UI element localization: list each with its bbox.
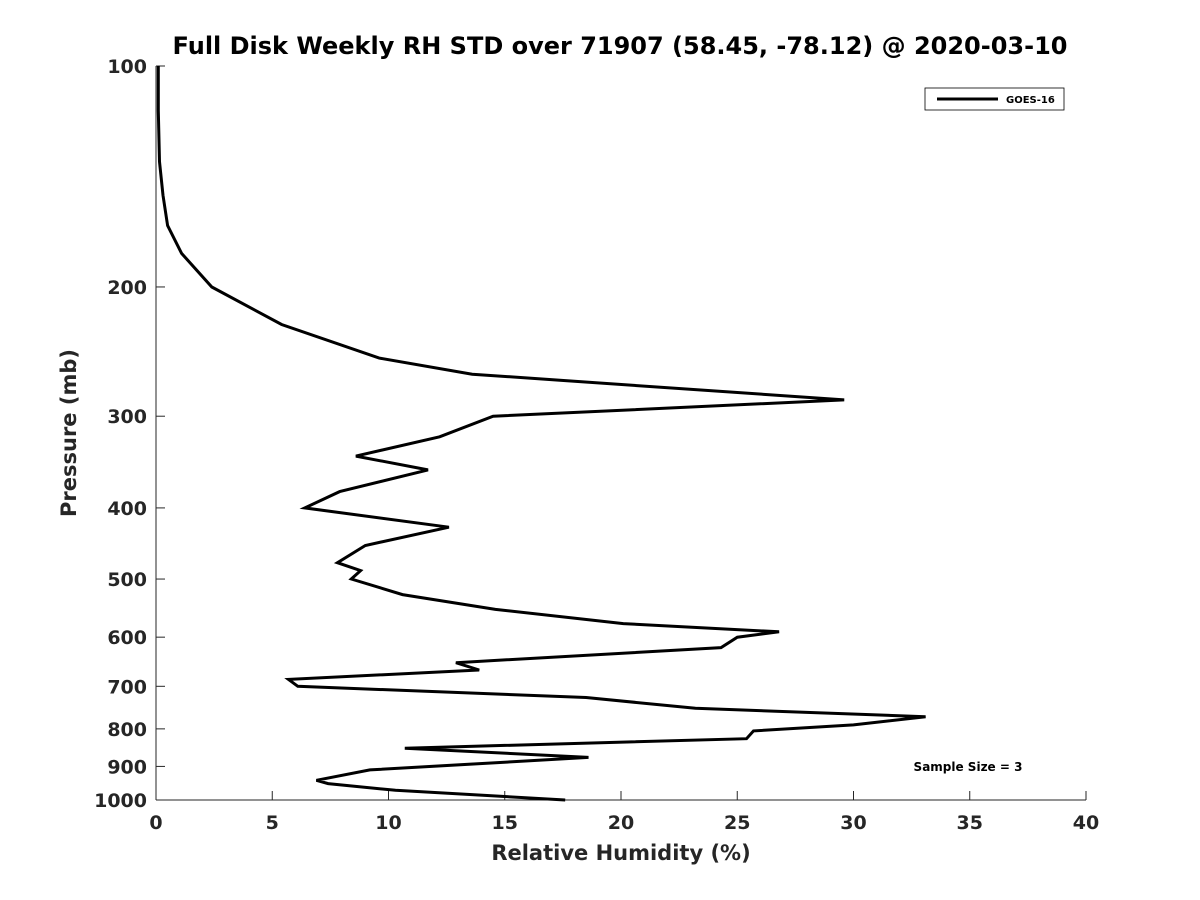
y-tick-label: 600: [107, 627, 147, 649]
x-tick-label: 25: [724, 812, 750, 834]
y-tick-label: 800: [107, 719, 147, 741]
x-tick-label: 0: [149, 812, 162, 834]
series-line-goes16: [156, 66, 926, 802]
y-tick-label: 400: [107, 498, 147, 520]
x-tick-label: 15: [492, 812, 518, 834]
y-tick-label: 200: [107, 277, 147, 299]
y-tick-label: 700: [107, 676, 147, 698]
y-tick-label: 500: [107, 569, 147, 591]
y-tick-label: 300: [107, 406, 147, 428]
x-tick-label: 40: [1073, 812, 1099, 834]
legend-label-goes16: GOES-16: [1006, 95, 1055, 106]
x-tick-label: 30: [840, 812, 866, 834]
y-tick-label: 100: [107, 56, 147, 78]
y-tick-label: 1000: [94, 790, 147, 812]
x-tick-label: 35: [957, 812, 983, 834]
x-tick-label: 5: [266, 812, 279, 834]
x-tick-label: 10: [375, 812, 401, 834]
legend: GOES-16: [924, 87, 1065, 111]
chart-title: Full Disk Weekly RH STD over 71907 (58.4…: [173, 32, 1068, 60]
y-axis-label: Pressure (mb): [57, 349, 81, 517]
x-tick-label: 20: [608, 812, 634, 834]
x-axis-label: Relative Humidity (%): [491, 841, 750, 865]
sample-size-annotation: Sample Size = 3: [914, 760, 1023, 774]
y-axis-ticks: 100 200 300 400 500 600 700 800 900 1000: [94, 56, 165, 812]
x-axis-ticks: 0 5 10 15 20 25 30 35 40: [149, 791, 1099, 834]
y-tick-label: 900: [107, 756, 147, 778]
